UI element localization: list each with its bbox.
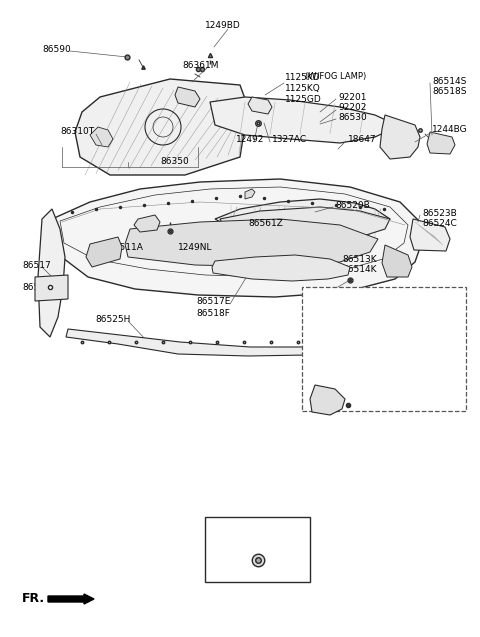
- Text: 1125KQ: 1125KQ: [285, 83, 321, 92]
- Text: 86530: 86530: [338, 113, 367, 122]
- Text: 86518S: 86518S: [432, 87, 467, 96]
- Text: 86523B: 86523B: [422, 208, 457, 217]
- Text: 1249BD: 1249BD: [205, 20, 241, 29]
- Text: 86350: 86350: [160, 157, 189, 166]
- Polygon shape: [310, 385, 345, 415]
- Text: 1244BG: 1244BG: [432, 125, 468, 134]
- Text: 86561Z: 86561Z: [248, 218, 283, 227]
- Polygon shape: [215, 199, 390, 242]
- Polygon shape: [382, 245, 412, 277]
- Polygon shape: [212, 255, 350, 281]
- Text: 1125GD: 1125GD: [285, 94, 322, 103]
- Polygon shape: [38, 209, 65, 337]
- Polygon shape: [52, 179, 422, 297]
- FancyBboxPatch shape: [302, 287, 466, 411]
- Text: 86514K: 86514K: [342, 266, 376, 275]
- Text: 1244FE: 1244FE: [307, 317, 340, 326]
- Text: 86519M: 86519M: [22, 282, 59, 292]
- FancyBboxPatch shape: [205, 517, 310, 582]
- Polygon shape: [175, 87, 200, 107]
- Text: 92202: 92202: [338, 103, 366, 113]
- Polygon shape: [90, 127, 113, 147]
- Polygon shape: [134, 215, 160, 232]
- Polygon shape: [66, 329, 380, 356]
- Text: 86594: 86594: [307, 299, 336, 308]
- Polygon shape: [427, 132, 455, 154]
- Polygon shape: [220, 207, 390, 241]
- Polygon shape: [337, 334, 375, 362]
- Polygon shape: [125, 219, 378, 267]
- Text: 86513K: 86513K: [342, 255, 377, 264]
- Text: 86520B: 86520B: [335, 201, 370, 210]
- Text: 92201: 92201: [338, 92, 367, 101]
- Text: 1125KD: 1125KD: [285, 73, 321, 82]
- Text: 12492: 12492: [236, 136, 264, 145]
- Text: (W/FOG LAMP): (W/FOG LAMP): [305, 73, 366, 82]
- Polygon shape: [75, 79, 248, 175]
- Polygon shape: [410, 219, 450, 251]
- Polygon shape: [248, 97, 272, 114]
- Polygon shape: [245, 189, 255, 199]
- Text: 86525H: 86525H: [95, 315, 131, 324]
- Polygon shape: [86, 237, 122, 267]
- Text: 1327AC: 1327AC: [272, 136, 307, 145]
- Text: 86361M: 86361M: [182, 61, 218, 69]
- Text: FR.: FR.: [22, 592, 45, 606]
- Text: 86514S: 86514S: [432, 76, 467, 85]
- Text: 86518F: 86518F: [196, 308, 230, 317]
- Polygon shape: [210, 97, 390, 143]
- Text: 86517: 86517: [22, 261, 51, 269]
- Text: 1249NL: 1249NL: [178, 243, 213, 252]
- Text: 86511A: 86511A: [108, 243, 143, 252]
- FancyArrow shape: [48, 594, 94, 604]
- Text: 86524C: 86524C: [422, 220, 457, 229]
- Polygon shape: [35, 275, 68, 301]
- Polygon shape: [380, 115, 420, 159]
- Text: 86310T: 86310T: [60, 127, 94, 136]
- Text: 86590: 86590: [42, 45, 71, 54]
- Text: 1221AC: 1221AC: [219, 522, 260, 532]
- Text: 86517E: 86517E: [196, 297, 230, 306]
- Text: 18647: 18647: [348, 134, 377, 143]
